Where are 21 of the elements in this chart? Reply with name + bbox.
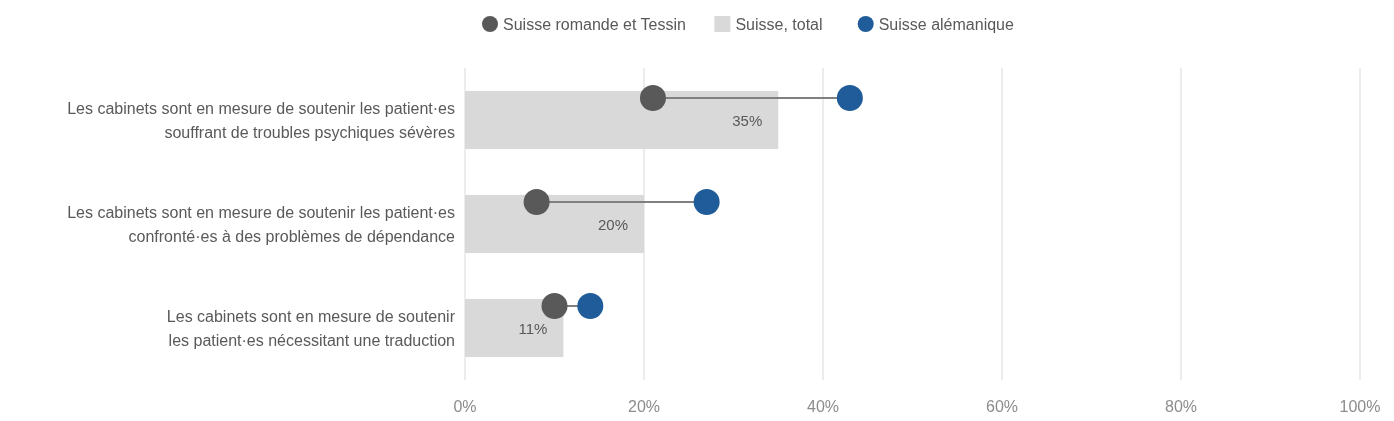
point [639,85,666,111]
point [577,293,604,319]
x-tick-label: 60% [985,398,1019,415]
y-tick-label: Les cabinets sont en mesure de soutenir les patient·es nécessitant une traduction [166,308,456,349]
point [836,85,863,111]
x-tick-label: 80% [1164,398,1198,415]
legend-label: Suisse, total [735,16,823,33]
data-label: 20% [597,216,628,233]
point [541,293,568,319]
legend-label: Suisse alémanique [878,16,1014,33]
data-label: 35% [732,112,763,129]
point [693,189,720,215]
x-tick-label: 40% [806,398,840,415]
data-label: 11% [518,320,548,337]
y-tick-label: Les cabinets sont en mesure de soutenir les patient·es confronté·es à des problèmes de dépendance [67,204,456,245]
y-tick-label: Les cabinets sont en mesure de soutenir les patient·es souffrant de troubles psychiques sévères [67,100,455,141]
point [523,189,550,215]
x-tick-label: 0% [453,398,477,415]
x-tick-label: 100% [1339,398,1381,415]
legend-label: Suisse romande et Tessin [503,16,686,33]
x-tick-label: 20% [627,398,661,415]
